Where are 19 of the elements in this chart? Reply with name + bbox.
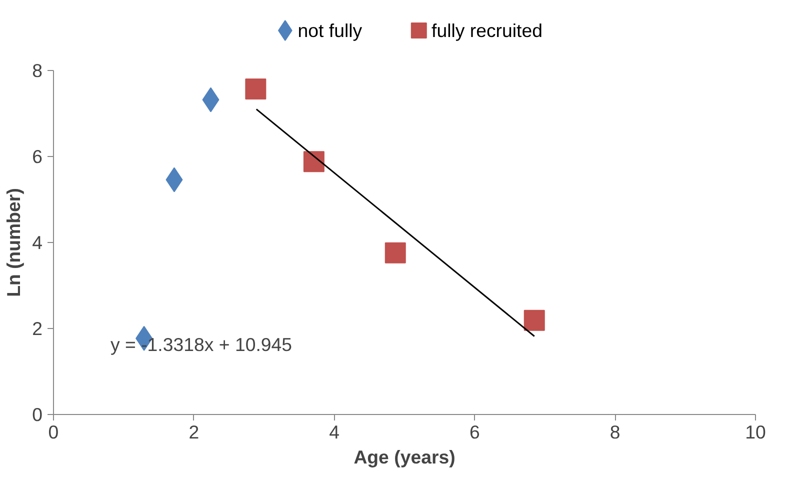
x-tick-label: 8 [610,422,620,442]
point [524,310,545,331]
y-tick-label: 0 [32,404,43,425]
legend-label: not fully [298,20,363,41]
point [384,242,406,264]
point [245,78,266,100]
x-tick-label: 6 [470,422,480,442]
y-tick-label: 8 [32,60,43,81]
x-tick-label: 10 [745,422,766,442]
y-axis-title: Ln (number) [3,188,24,297]
y-tick-label: 2 [32,318,43,339]
x-tick-label: 0 [48,422,59,442]
x-tick-label: 2 [188,422,200,442]
x-tick-label: 4 [329,422,340,442]
legend-label: fully recruited [432,20,542,41]
y-tick-label: 4 [32,232,43,253]
x-axis-title: Age (years) [354,446,456,468]
y-tick-label: 6 [32,146,43,167]
point [303,151,324,172]
